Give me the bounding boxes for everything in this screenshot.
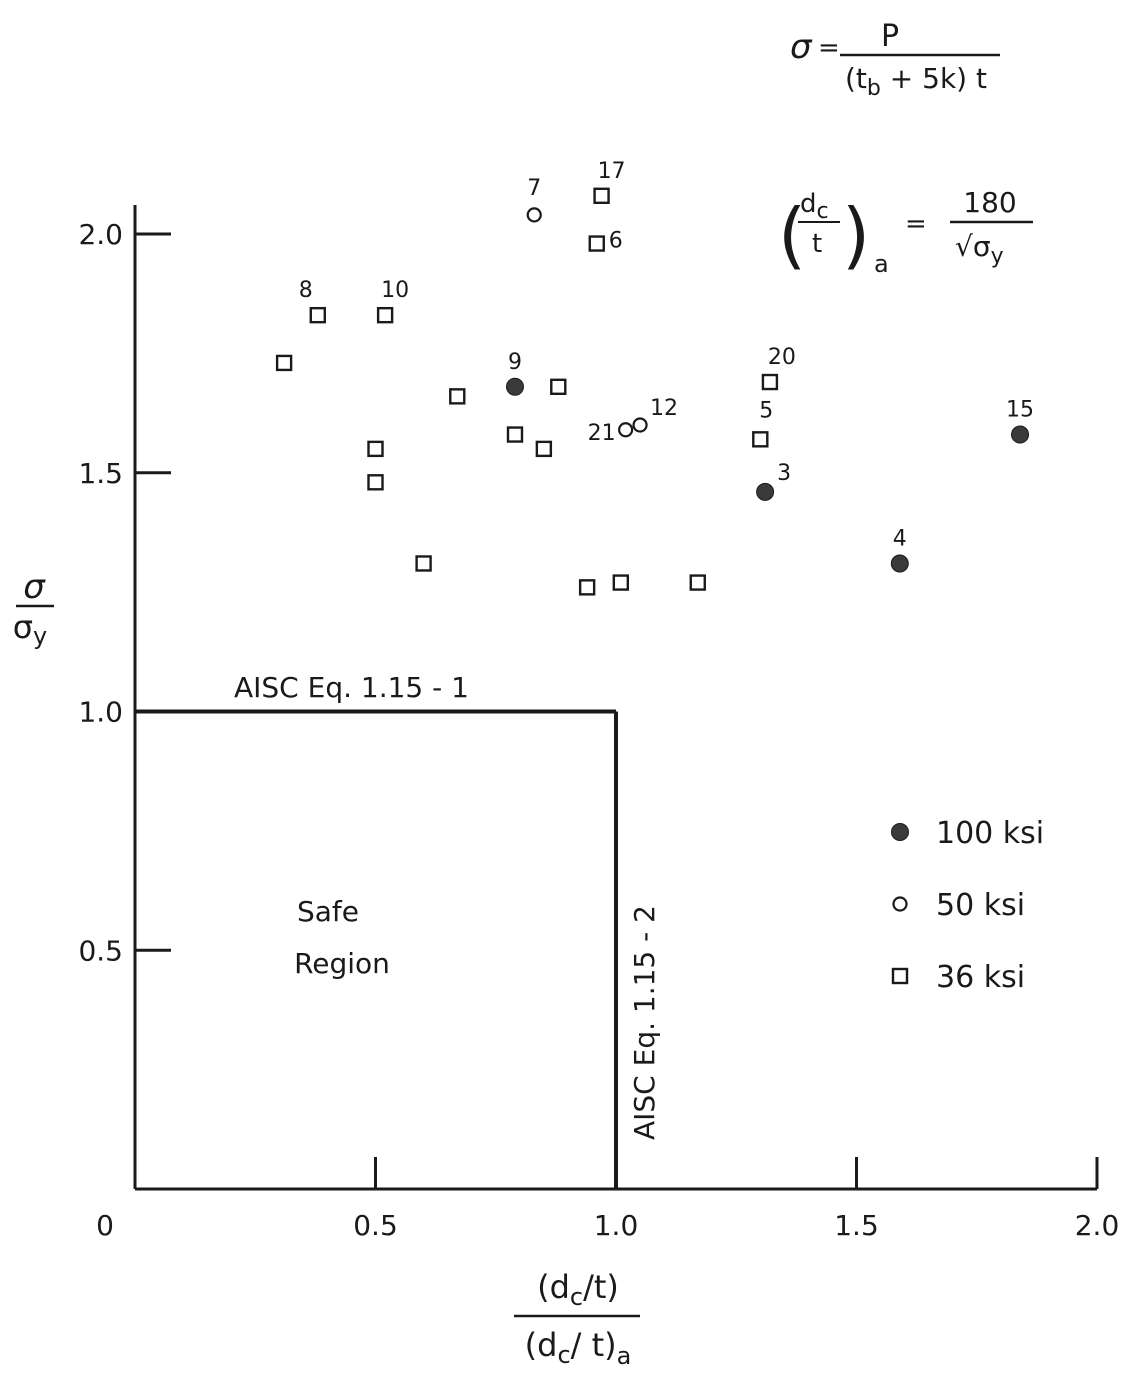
point-marker-36ksi xyxy=(612,574,630,591)
y-axis-label-denominator: σy xyxy=(13,608,47,650)
point-marker-100ksi xyxy=(890,554,909,573)
point-marker-36ksi xyxy=(550,378,567,395)
point-label: 21 xyxy=(588,421,616,446)
legend-marker xyxy=(891,967,909,985)
point-marker-36ksi xyxy=(535,440,553,458)
formula-dc: dc xyxy=(800,189,829,224)
point-marker-36ksi xyxy=(367,440,384,458)
point-label: 15 xyxy=(1006,398,1034,423)
legend-marker xyxy=(891,823,909,841)
point-label: 7 xyxy=(527,176,541,201)
point-label: 5 xyxy=(759,398,773,423)
point-marker-100ksi xyxy=(756,482,775,501)
formula-numerator: P xyxy=(881,19,899,54)
legend-label: 100 ksi xyxy=(936,816,1044,851)
point-label: 4 xyxy=(893,526,907,551)
formula-sqrt-sigma-y: √σy xyxy=(955,230,1004,269)
point-marker-36ksi xyxy=(752,431,769,448)
point-marker-36ksi xyxy=(449,388,466,405)
formula-paren-left: ( xyxy=(778,193,806,277)
point-marker-36ksi xyxy=(761,373,779,391)
vertical-boundary-label: AISC Eq. 1.15 - 2 xyxy=(628,905,661,1140)
x-axis-label: (dc/t) (dc/ t)a xyxy=(514,1268,640,1370)
x-axis-label-denominator: (dc/ t)a xyxy=(525,1326,632,1370)
data-points: 9 3 4 15 7 21 12 17 6 8 10 20 5 xyxy=(275,159,1034,596)
safe-region-boundary xyxy=(135,709,618,1189)
y-axis-label: σ σy xyxy=(13,567,54,650)
point-label: 9 xyxy=(508,350,522,375)
legend-label: 36 ksi xyxy=(936,960,1025,995)
point-marker-36ksi xyxy=(506,426,524,443)
stress-formula: σ = P (tb + 5k) t xyxy=(790,19,1000,101)
formula-equals-2: = xyxy=(905,209,927,239)
formula-denominator: (tb + 5k) t xyxy=(845,62,987,101)
legend-marker xyxy=(892,896,908,912)
point-marker-36ksi xyxy=(689,574,706,591)
point-marker-36ksi xyxy=(376,306,394,324)
formula-equals: = xyxy=(818,33,840,63)
y-ticks: 0.5 1.0 1.5 2.0 xyxy=(78,218,171,967)
point-marker-36ksi xyxy=(275,354,293,372)
point-label: 20 xyxy=(768,345,796,370)
y-tick-label: 1.0 xyxy=(78,696,123,729)
point-marker-100ksi xyxy=(1011,425,1030,444)
legend: 100 ksi 50 ksi 36 ksi xyxy=(891,816,1044,995)
point-marker-36ksi xyxy=(415,555,432,572)
formula-paren-right: ) xyxy=(842,193,870,277)
formula-sigma-symbol: σ xyxy=(790,27,813,67)
point-marker-100ksi xyxy=(505,377,524,396)
x-tick-label: 0 xyxy=(96,1209,114,1242)
x-tick-label: 0.5 xyxy=(353,1209,398,1242)
point-marker-36ksi xyxy=(593,187,610,205)
y-tick-label: 0.5 xyxy=(78,934,123,967)
safe-region-label-line2: Region xyxy=(294,947,390,980)
legend-label: 50 ksi xyxy=(936,888,1025,923)
y-tick-label: 1.5 xyxy=(78,457,123,490)
point-label: 10 xyxy=(381,278,409,303)
point-marker-50ksi xyxy=(526,207,542,223)
point-marker-36ksi xyxy=(588,235,605,252)
formula-180: 180 xyxy=(963,186,1016,219)
x-ticks: 0 0.5 1.0 1.5 2.0 xyxy=(96,1157,1119,1242)
horizontal-boundary-label: AISC Eq. 1.15 - 1 xyxy=(234,671,469,704)
y-axis-label-numerator: σ xyxy=(23,567,46,607)
point-marker-50ksi xyxy=(618,422,634,438)
x-axis-label-numerator: (dc/t) xyxy=(537,1268,619,1311)
limit-formula: ( dc t ) a = 180 √σy xyxy=(778,186,1033,278)
formula-t: t xyxy=(812,229,822,259)
point-marker-36ksi xyxy=(309,306,326,324)
x-tick-label: 1.0 xyxy=(594,1209,639,1242)
point-marker-36ksi xyxy=(367,474,384,491)
x-tick-label: 1.5 xyxy=(834,1209,879,1242)
point-marker-36ksi xyxy=(578,579,596,596)
point-label: 6 xyxy=(609,229,623,254)
point-marker-50ksi xyxy=(632,417,648,433)
safe-region-label-line1: Safe xyxy=(297,895,359,928)
point-label: 8 xyxy=(299,278,313,303)
point-label: 3 xyxy=(777,461,791,486)
formula-subscript-a: a xyxy=(874,250,889,278)
point-label: 12 xyxy=(650,396,678,421)
x-tick-label: 2.0 xyxy=(1075,1209,1120,1242)
y-tick-label: 2.0 xyxy=(78,218,123,251)
point-label: 17 xyxy=(598,159,626,184)
